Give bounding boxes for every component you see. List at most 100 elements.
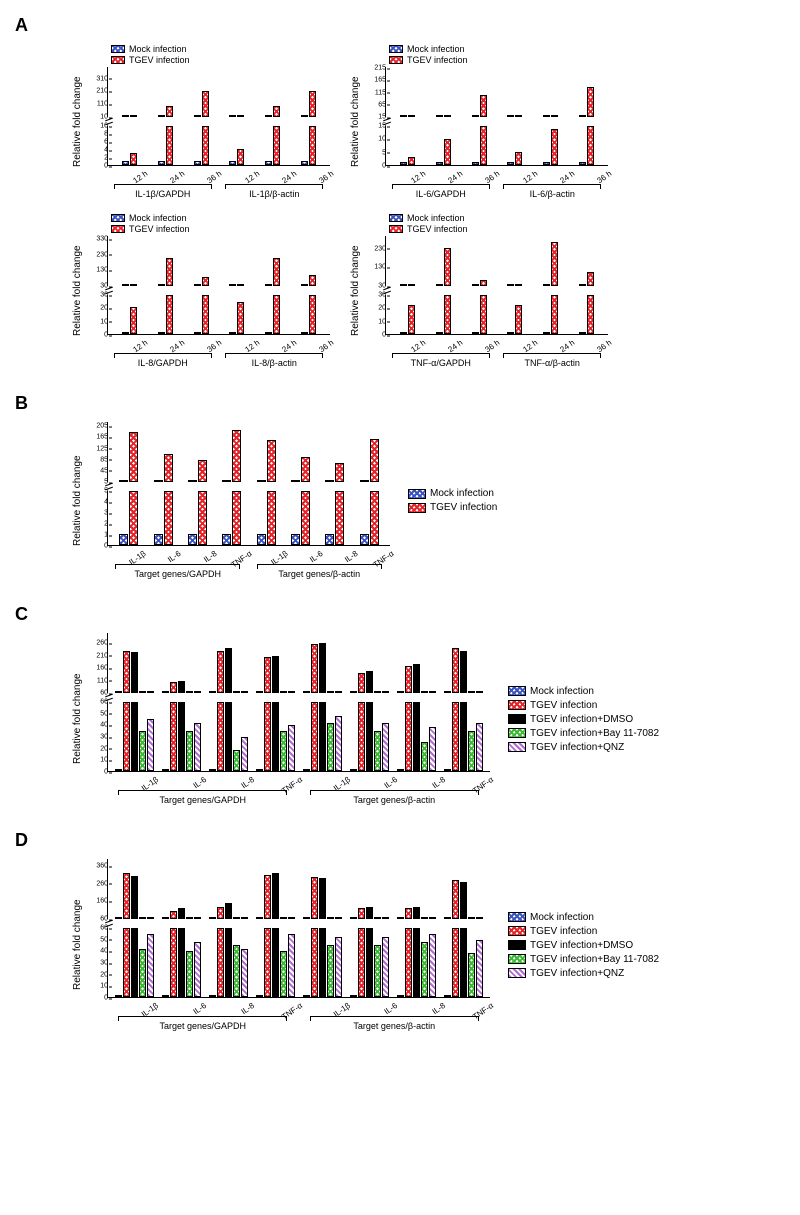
bar-groups: ******** <box>112 236 326 286</box>
legend-swatch-mock <box>508 912 526 922</box>
ytick: 40 <box>80 722 108 729</box>
error-bar <box>259 769 260 770</box>
ytick: 130 <box>358 264 386 271</box>
bar-mock <box>325 480 334 482</box>
bar-tgev: ** <box>444 248 451 286</box>
plot-column: 60160260360 bbbbbbbbbbbbbbbb 01020304050… <box>83 859 490 1031</box>
bar-bay <box>468 691 475 693</box>
bar-group <box>497 236 532 286</box>
ytick: 40 <box>80 948 108 955</box>
x-labels: IL-1βIL-6IL-8TNF-αIL-1βIL-6IL-8TNF-α <box>107 775 490 784</box>
ytick: 260 <box>80 640 108 647</box>
bar-qnz: a <box>476 940 483 998</box>
bar-mock <box>122 332 129 334</box>
panel-B-label: B <box>15 393 785 414</box>
error-bar <box>212 769 213 770</box>
bar-mock <box>229 284 236 286</box>
legend-label: TGEV infection <box>530 926 597 937</box>
legend-label: Mock infection <box>430 488 494 499</box>
bar-tgev: ** <box>166 106 173 117</box>
ytick: 160 <box>80 898 108 905</box>
bar-group <box>148 126 183 165</box>
bar-group <box>112 491 145 545</box>
error-bar <box>165 995 166 996</box>
ytick: 0 <box>80 995 108 1002</box>
bar-tgev <box>217 928 224 997</box>
ytick: 30 <box>358 292 386 299</box>
plot-column: 54585125165205 **************** 012345 I… <box>83 422 390 579</box>
bar-dmso: b <box>319 878 326 919</box>
ytick: 205 <box>80 423 108 430</box>
bar-groups <box>112 126 326 165</box>
bar-mock <box>543 115 550 117</box>
bar-bay: a <box>468 731 475 771</box>
bar-qnz: a <box>241 949 248 997</box>
bar-mock <box>350 917 357 919</box>
bar-qnz <box>335 917 342 919</box>
segment-high: 60110160210260 bbbbbbbbbbbbbbbb <box>107 633 490 693</box>
bar-tgev: b <box>405 666 412 694</box>
legend-swatch-mock <box>389 214 403 222</box>
error-bar <box>197 332 198 333</box>
ytick: 0 <box>358 332 386 339</box>
bar-mock <box>507 284 514 286</box>
bar-bay: a <box>468 953 475 997</box>
ytick: 20 <box>80 305 108 312</box>
legend-swatch-bay <box>508 954 526 964</box>
legend-row-tgev: TGEV infection <box>111 55 330 65</box>
yticks: 54585125165205 <box>104 422 108 482</box>
bar-qnz: a <box>147 719 154 771</box>
bar-tgev <box>452 928 459 997</box>
legend-swatch-tgev <box>389 56 403 64</box>
legend-D: Mock infectionTGEV infectionTGEV infecti… <box>508 912 659 979</box>
ytick: 360 <box>80 863 108 870</box>
bar-group: ** <box>284 422 317 482</box>
ytick: 10 <box>80 983 108 990</box>
ytick: 15 <box>358 123 386 130</box>
bar-mock <box>257 534 266 545</box>
bar-qnz <box>382 917 389 919</box>
bar-group <box>426 295 461 334</box>
bar-group <box>533 295 568 334</box>
bar-mock <box>256 917 263 919</box>
bar-bay <box>421 917 428 919</box>
chart-D: Relative fold change 60160260360 bbbbbbb… <box>70 859 490 1031</box>
bar-bay <box>280 917 287 919</box>
bar-mock: a <box>350 769 357 771</box>
ytick: 310 <box>80 75 108 82</box>
plot: 54585125165205 **************** 012345 <box>107 422 390 546</box>
x-section: IL-1β/GAPDH <box>107 189 219 199</box>
ytick: 115 <box>358 89 386 96</box>
bar-mock <box>507 162 514 165</box>
ytick: 15 <box>358 114 386 121</box>
legend-top: Mock infectionTGEV infection <box>111 44 330 65</box>
bar-tgev <box>237 115 244 117</box>
bar-bay: a <box>327 723 334 771</box>
bar-dmso <box>131 702 138 771</box>
bar-tgev <box>130 115 137 117</box>
bar-dmso <box>272 702 279 771</box>
bar-mock <box>162 691 169 693</box>
legend-swatch-tgev <box>111 225 125 233</box>
bar-tgev <box>273 126 280 165</box>
bar-mock <box>265 161 272 165</box>
bar-mock <box>444 917 451 919</box>
bar-group: aaa <box>393 928 439 997</box>
bar-tgev <box>515 305 522 334</box>
segment-low: 0102030405060 aaaaaaaaaaaaaaaaaaaaaaaa <box>107 928 490 998</box>
chart-area: Relative fold change 60110160210260 bbbb… <box>70 633 490 805</box>
bar-group: ** <box>569 236 604 286</box>
x-sections: Target genes/GAPDHTarget genes/β-actin <box>107 568 390 579</box>
bar-tgev <box>444 295 451 334</box>
x-labels: IL-1βIL-6IL-8TNF-αIL-1βIL-6IL-8TNF-α <box>107 1001 490 1010</box>
bar-bay <box>374 691 381 693</box>
bar-tgev: b <box>264 875 271 919</box>
yticks: 051015 <box>382 126 386 166</box>
x-labels: 12 h24 h36 h12 h24 h36 h <box>385 338 608 347</box>
yticks: 0102030 <box>382 295 386 335</box>
bar-mock <box>303 691 310 693</box>
x-section: Target genes/GAPDH <box>107 795 299 805</box>
error-bar <box>447 995 448 996</box>
yticks: 60110160210260 <box>104 633 108 693</box>
chart-area: Relative fold change Mock infectionTGEV … <box>348 213 608 368</box>
